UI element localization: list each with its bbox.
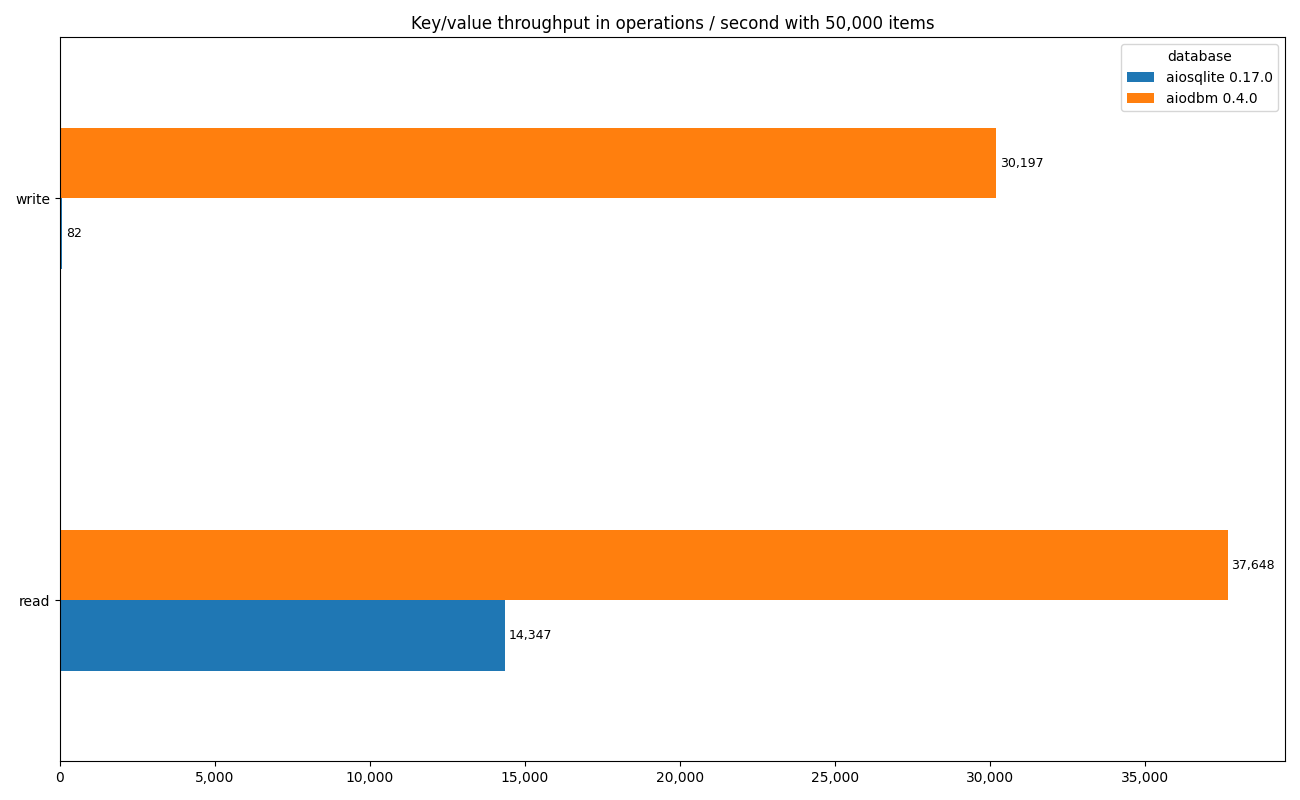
Legend: aiosqlite 0.17.0, aiodbm 0.4.0: aiosqlite 0.17.0, aiodbm 0.4.0 [1121, 44, 1278, 111]
Bar [60, 530, 1227, 601]
Text: 37,648: 37,648 [1231, 558, 1275, 572]
Bar [60, 601, 504, 670]
Text: 82: 82 [66, 227, 82, 240]
Bar [60, 128, 996, 198]
Title: Key/value throughput in operations / second with 50,000 items: Key/value throughput in operations / sec… [411, 15, 935, 33]
Text: 30,197: 30,197 [1000, 157, 1044, 170]
Bar [60, 198, 62, 269]
Text: 14,347: 14,347 [508, 629, 552, 642]
